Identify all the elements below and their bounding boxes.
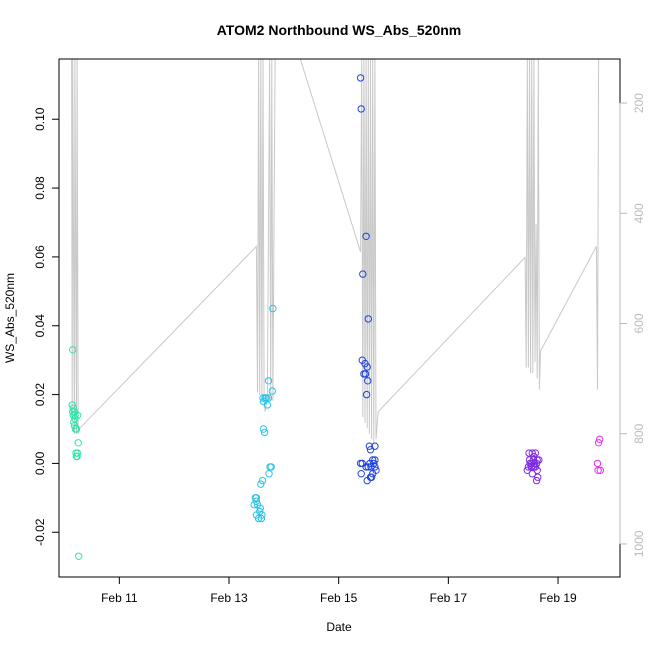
x-tick-label: Feb 17 [430, 591, 468, 605]
secondary-line [71, 59, 600, 445]
y-tick-label: 0.06 [33, 245, 47, 269]
y-tick-label: 0.02 [33, 383, 47, 407]
x-tick-label: Feb 15 [320, 591, 358, 605]
y-tick-label: -0.02 [33, 518, 47, 546]
data-point [259, 394, 267, 402]
y-tick-label: 0.00 [33, 451, 47, 475]
data-point [257, 514, 266, 523]
data-point [357, 470, 365, 478]
data-point [72, 425, 81, 433]
secondary-y-tick-label: 400 [632, 203, 646, 223]
data-point [267, 463, 275, 471]
data-point [250, 501, 258, 509]
y-tick-label: 0.04 [33, 314, 47, 338]
data-point [259, 425, 268, 433]
data-point [73, 449, 82, 457]
data-point [74, 439, 82, 447]
data-point [364, 377, 372, 385]
data-point [371, 456, 379, 464]
data-point [531, 463, 540, 471]
data-point [593, 459, 602, 468]
points-layer [68, 74, 604, 560]
data-point [260, 428, 269, 437]
data-point [365, 442, 374, 450]
data-point [366, 446, 375, 454]
data-point [256, 504, 264, 512]
secondary-y-tick-label: 600 [632, 313, 646, 333]
y-axis: -0.02 0.00 0.02 0.04 0.06 0.08 0.10 [33, 107, 60, 546]
secondary-y-tick-label: 200 [632, 93, 646, 113]
data-point [264, 394, 273, 402]
x-tick-label: Feb 11 [101, 591, 138, 605]
data-point [528, 470, 536, 478]
data-point [533, 466, 541, 474]
data-point [69, 346, 77, 354]
data-point [71, 411, 79, 419]
data-point [363, 476, 371, 485]
x-axis-label: Date [326, 620, 352, 634]
data-point [364, 315, 372, 323]
data-point [362, 232, 370, 241]
data-point [371, 463, 379, 471]
y-axis-label: WS_Abs_520nm [3, 273, 17, 363]
data-point [356, 74, 365, 82]
data-point [71, 415, 79, 423]
data-point [361, 370, 370, 378]
data-point [264, 377, 273, 385]
data-point [263, 401, 272, 409]
x-tick-label: Feb 13 [210, 591, 248, 605]
data-point [69, 404, 78, 412]
data-point [363, 363, 371, 371]
data-point [265, 470, 273, 478]
data-point [362, 390, 371, 399]
data-point [524, 463, 533, 471]
secondary-y-tick-label: 1000 [632, 530, 646, 557]
x-tick-label: Feb 19 [539, 591, 577, 605]
data-point [528, 449, 536, 457]
data-point [254, 514, 263, 523]
data-point [596, 435, 604, 443]
secondary-line-layer [71, 59, 600, 445]
data-point [68, 401, 76, 409]
data-point [367, 463, 375, 471]
data-point [534, 473, 542, 481]
data-point [596, 466, 604, 474]
data-point [594, 466, 602, 474]
data-point [252, 494, 261, 502]
data-point [362, 463, 370, 471]
x-axis: Feb 11 Feb 13 Feb 15 Feb 17 Feb 19 [101, 576, 577, 605]
secondary-y-axis: 200 400 600 800 1000 [619, 93, 646, 557]
data-point [523, 466, 531, 474]
data-point [531, 449, 540, 457]
data-point [75, 552, 83, 560]
data-point [70, 418, 78, 426]
secondary-y-tick-label: 800 [632, 423, 646, 443]
data-point [532, 476, 541, 485]
chart-title: ATOM2 Northbound WS_Abs_520nm [217, 22, 462, 38]
data-point [258, 476, 267, 485]
data-point [269, 304, 277, 313]
data-point [268, 387, 276, 395]
y-tick-label: 0.08 [33, 176, 47, 200]
data-point [357, 105, 365, 113]
data-point [73, 452, 81, 461]
data-point [257, 480, 265, 488]
data-point [359, 270, 367, 278]
y-tick-label: 0.10 [33, 107, 47, 131]
data-point [594, 439, 603, 447]
